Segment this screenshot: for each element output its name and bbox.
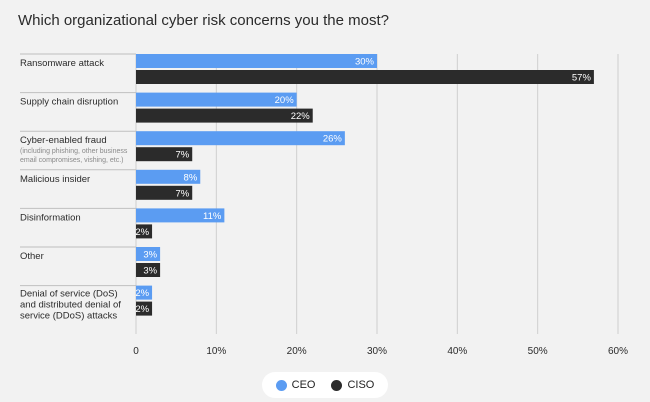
category-note: (including phishing, other business xyxy=(20,148,128,155)
category-label: service (DDoS) attacks xyxy=(20,311,117,322)
bar-value-label: 3% xyxy=(143,266,157,277)
bar-ciso xyxy=(136,301,153,316)
bar-ciso xyxy=(136,70,594,84)
bar-value-label: 30% xyxy=(355,57,375,68)
bar-value-label: 26% xyxy=(323,134,343,145)
x-axis-ticks: 0 10% 20% 30% 40% 50% 60% xyxy=(133,346,628,357)
bar-value-label: 2% xyxy=(135,288,149,299)
category-label: Supply chain disruption xyxy=(20,97,118,108)
bar-ceo xyxy=(136,169,201,184)
legend-swatch-ciso xyxy=(331,379,343,391)
x-tick-label: 10% xyxy=(206,346,226,357)
bar-value-label: 11% xyxy=(203,211,222,222)
category-label: Ransomware attack xyxy=(20,58,104,69)
bar-value-label: 2% xyxy=(135,227,149,238)
bar-value-label: 2% xyxy=(135,304,149,315)
category-labels: Ransomware attack Supply chain disruption… xyxy=(20,58,128,322)
category-separators xyxy=(20,53,136,287)
category-label: Other xyxy=(20,251,44,262)
x-tick-label: 50% xyxy=(528,346,548,357)
bar-ceo xyxy=(136,131,345,146)
category-label: Cyber-enabled fraud xyxy=(20,135,107,146)
legend: CEO CISO xyxy=(0,372,650,398)
bar-ciso xyxy=(136,224,153,239)
bar-value-label: 22% xyxy=(291,111,311,122)
category-label: Denial of service (DoS) xyxy=(20,289,118,300)
bar-value-label: 20% xyxy=(275,95,295,106)
legend-label-ceo: CEO xyxy=(291,379,316,391)
bar-value-label: 3% xyxy=(143,250,157,261)
bar-value-label: 7% xyxy=(175,150,189,161)
bar-ceo xyxy=(136,92,297,107)
x-tick-label: 30% xyxy=(367,346,387,357)
x-tick-label: 60% xyxy=(608,346,628,357)
bar-ciso xyxy=(136,147,193,162)
bar-value-label: 57% xyxy=(572,73,592,84)
bar-ciso xyxy=(136,263,161,277)
bar-ciso xyxy=(136,185,193,200)
chart-title: Which organizational cyber risk concerns… xyxy=(18,12,390,29)
bar-value-label: 7% xyxy=(175,188,189,199)
x-tick-label: 0 xyxy=(133,346,139,357)
legend-swatch-ceo xyxy=(275,379,287,391)
category-note: email compromises, vishing, etc.) xyxy=(20,157,123,164)
category-label: Disinformation xyxy=(20,212,81,223)
bar-ceo xyxy=(136,208,225,223)
bar-ceo xyxy=(136,285,153,300)
legend-box: CEO CISO xyxy=(261,372,389,398)
category-label: Malicious insider xyxy=(20,174,90,185)
bar-ceo xyxy=(136,247,161,261)
bars: 30% 20% 26% 8% 11% 3% 2% 57% 22% 7% 7% 2% 3% 2% xyxy=(135,54,594,316)
legend-item-ciso: CISO xyxy=(331,379,374,391)
x-tick-label: 40% xyxy=(447,346,467,357)
bar-ciso xyxy=(136,108,313,123)
category-label: and distributed denial of xyxy=(20,300,121,311)
legend-item-ceo: CEO xyxy=(275,379,316,391)
legend-label-ciso: CISO xyxy=(347,379,375,391)
bar-value-label: 8% xyxy=(184,172,198,183)
x-tick-label: 20% xyxy=(287,346,307,357)
bar-ceo xyxy=(136,54,377,68)
